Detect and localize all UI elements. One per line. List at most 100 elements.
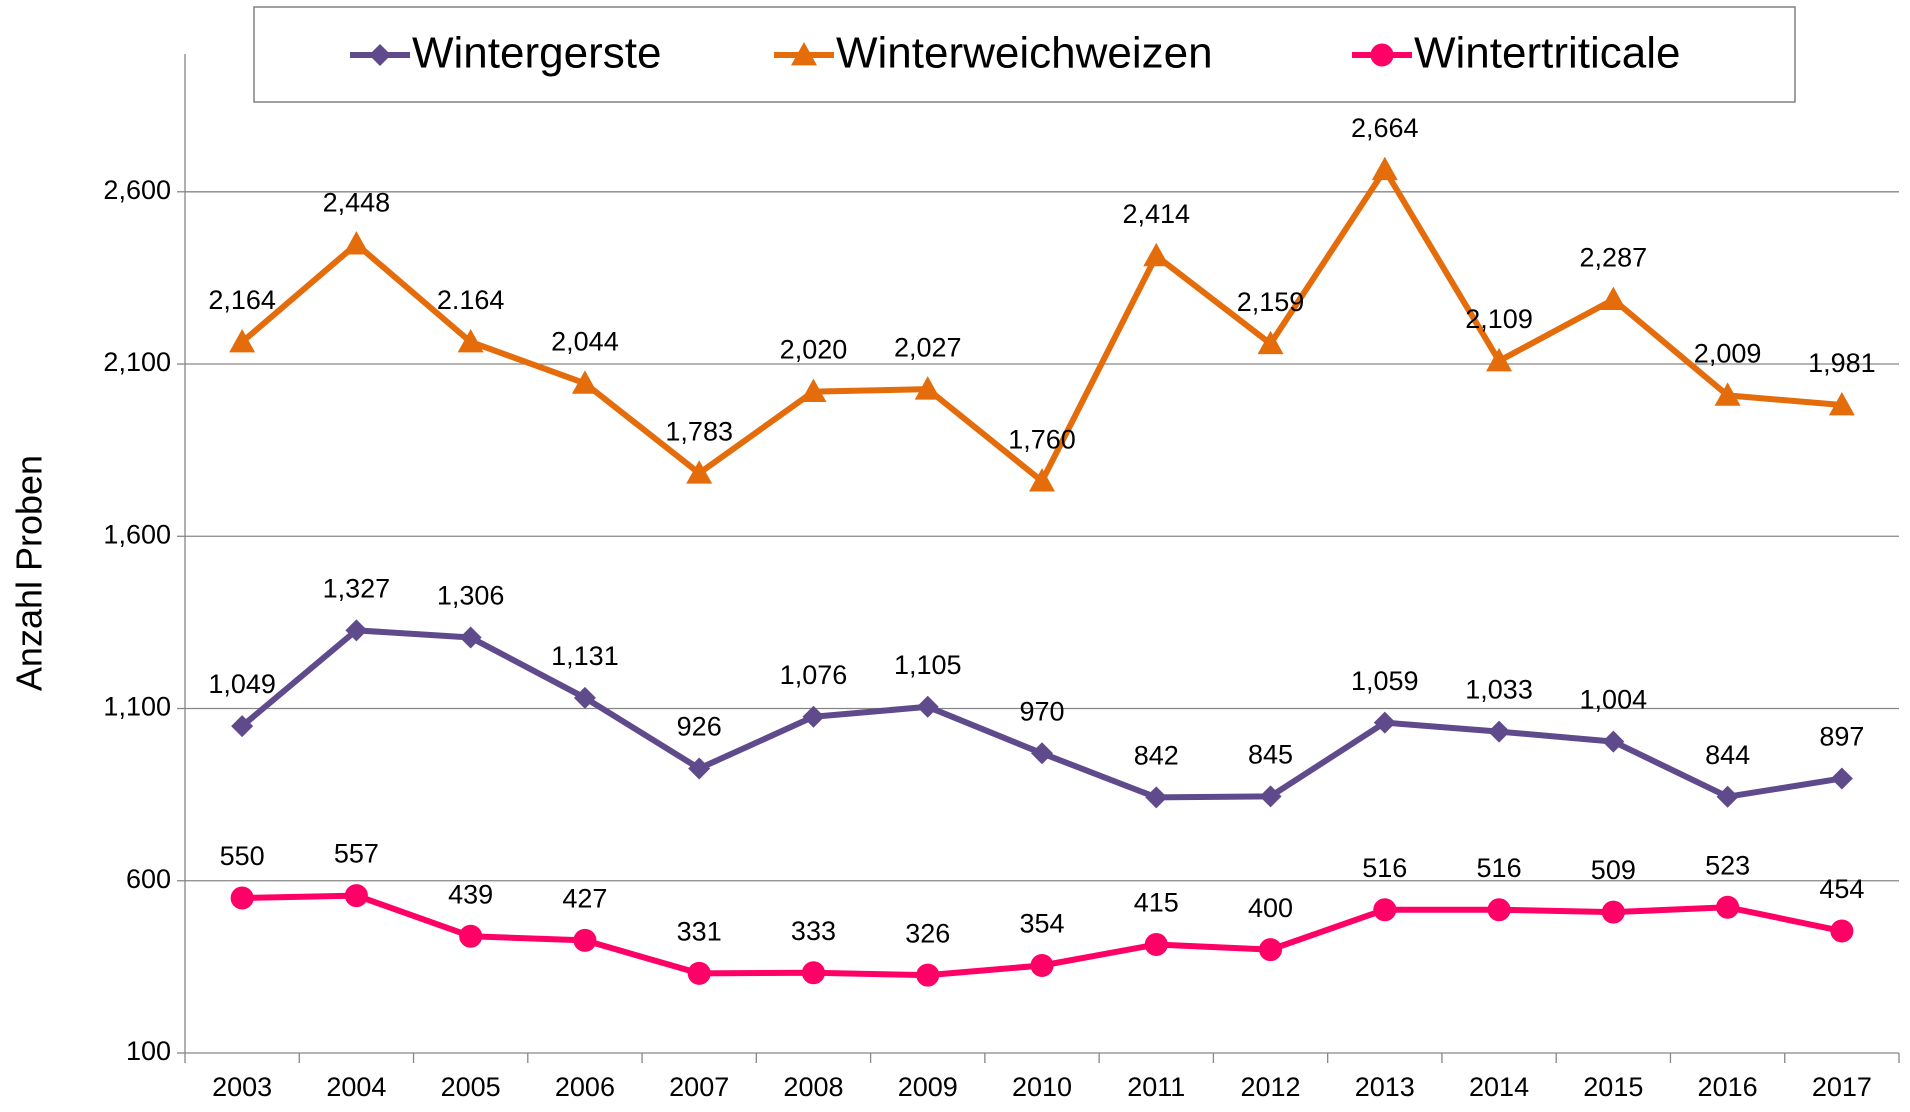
point-marker xyxy=(230,886,254,910)
point-marker xyxy=(686,460,713,484)
point-marker xyxy=(1029,468,1055,492)
point-marker xyxy=(1716,895,1740,919)
point-marker xyxy=(459,626,482,649)
data-label: 1,033 xyxy=(1465,675,1533,705)
y-tick-label: 2,100 xyxy=(103,347,171,377)
point-marker xyxy=(1371,156,1398,181)
legend-marker xyxy=(369,44,391,66)
point-marker xyxy=(1602,730,1625,753)
data-label: 427 xyxy=(562,883,607,913)
point-marker xyxy=(1714,382,1741,406)
point-marker xyxy=(916,695,939,718)
point-marker xyxy=(1830,919,1854,943)
point-marker xyxy=(1828,392,1855,416)
data-label: 331 xyxy=(677,917,722,947)
data-label: 2,414 xyxy=(1122,199,1190,229)
data-label: 2,164 xyxy=(208,285,276,315)
x-tick-label: 2006 xyxy=(555,1072,615,1102)
data-label: 2,027 xyxy=(894,332,962,362)
data-label: 1,004 xyxy=(1580,685,1648,715)
data-label: 516 xyxy=(1477,853,1522,883)
x-tick-label: 2014 xyxy=(1469,1072,1529,1102)
data-label: 2,287 xyxy=(1580,243,1648,273)
x-tick-label: 2003 xyxy=(212,1072,272,1102)
point-marker xyxy=(229,328,256,353)
y-tick-label: 2,600 xyxy=(103,175,171,205)
point-marker xyxy=(1145,786,1168,809)
x-tick-label: 2011 xyxy=(1127,1072,1185,1102)
data-label: 2,009 xyxy=(1694,339,1762,369)
data-label: 897 xyxy=(1819,722,1864,752)
data-label: 326 xyxy=(905,918,950,948)
point-marker xyxy=(1143,242,1170,267)
data-label: 1,783 xyxy=(665,416,733,446)
point-marker xyxy=(914,376,941,400)
point-marker xyxy=(345,619,368,642)
point-marker xyxy=(344,884,368,908)
data-label: 844 xyxy=(1705,740,1750,770)
data-label: 2,159 xyxy=(1237,287,1305,317)
x-tick-label: 2007 xyxy=(669,1072,729,1102)
point-marker xyxy=(343,231,370,255)
x-tick-label: 2004 xyxy=(326,1072,386,1102)
legend-marker xyxy=(791,42,817,66)
point-marker xyxy=(1144,932,1168,956)
legend-box xyxy=(253,6,1796,103)
data-label: 550 xyxy=(220,841,265,871)
x-tick-label: 2008 xyxy=(783,1072,843,1102)
point-marker xyxy=(1830,767,1853,790)
data-label: 970 xyxy=(1019,696,1064,726)
data-label: 415 xyxy=(1134,888,1179,918)
point-marker xyxy=(459,924,483,948)
point-marker xyxy=(1373,711,1396,734)
data-label: 2,448 xyxy=(323,187,391,217)
point-marker xyxy=(1487,898,1511,922)
x-tick-label: 2012 xyxy=(1240,1072,1300,1102)
data-label: 1,760 xyxy=(1008,424,1076,454)
data-label: 333 xyxy=(791,916,836,946)
x-tick-label: 2005 xyxy=(441,1072,501,1102)
data-label: 1,076 xyxy=(780,660,848,690)
point-marker xyxy=(573,686,596,709)
data-label: 2,109 xyxy=(1465,304,1533,334)
point-marker xyxy=(688,757,711,780)
data-label: 557 xyxy=(334,839,379,869)
data-label: 1,049 xyxy=(208,669,276,699)
data-label: 1,981 xyxy=(1808,348,1876,378)
data-label: 1,327 xyxy=(323,573,391,603)
x-tick-label: 2015 xyxy=(1583,1072,1643,1102)
data-label: 1,059 xyxy=(1351,666,1419,696)
point-marker xyxy=(1259,785,1282,808)
point-marker xyxy=(1486,347,1513,372)
legend-marker xyxy=(1370,43,1394,67)
y-tick-label: 600 xyxy=(126,864,171,894)
point-marker xyxy=(1488,720,1511,743)
point-marker xyxy=(916,963,940,987)
data-label: 2.164 xyxy=(437,285,505,315)
x-tick-label: 2016 xyxy=(1698,1072,1758,1102)
legend-label: Wintergerste xyxy=(412,29,661,78)
data-label: 842 xyxy=(1134,741,1179,771)
point-marker xyxy=(1601,900,1625,924)
legend-label: Winterweichweizen xyxy=(836,29,1213,78)
point-marker xyxy=(800,378,827,402)
x-tick-label: 2010 xyxy=(1012,1072,1072,1102)
point-marker xyxy=(1600,286,1627,311)
point-marker xyxy=(1259,938,1283,962)
data-label: 2,664 xyxy=(1351,113,1419,143)
data-label: 516 xyxy=(1362,853,1407,883)
y-axis-title: Anzahl Proben xyxy=(9,455,50,691)
data-label: 1,105 xyxy=(894,650,962,680)
data-label: 1,131 xyxy=(551,641,619,671)
data-label: 523 xyxy=(1705,850,1750,880)
y-tick-label: 1,600 xyxy=(103,519,171,549)
x-tick-label: 2009 xyxy=(898,1072,958,1102)
y-tick-label: 1,100 xyxy=(103,692,171,722)
point-marker xyxy=(1031,742,1053,765)
x-tick-label: 2013 xyxy=(1355,1072,1415,1102)
point-marker xyxy=(457,328,484,353)
point-marker xyxy=(573,928,597,952)
data-label: 354 xyxy=(1019,909,1064,939)
data-label: 400 xyxy=(1248,893,1293,923)
